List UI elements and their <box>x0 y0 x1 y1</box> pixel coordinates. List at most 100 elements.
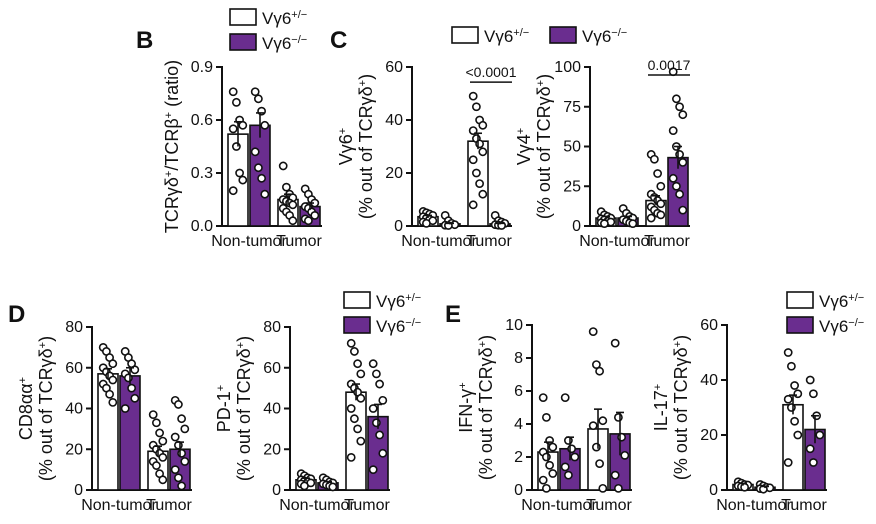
data-point <box>542 412 551 422</box>
legend-label: Vγ6+/− <box>262 9 307 28</box>
data-point <box>610 470 620 480</box>
data-point <box>250 147 260 157</box>
y-axis-label-group: (% out of TCRγδ+) <box>534 74 554 219</box>
data-point <box>628 219 638 229</box>
legend-label: Vγ6−/− <box>819 317 864 336</box>
data-point <box>180 424 190 434</box>
data-point <box>783 348 793 357</box>
y-axis-label-top: CD8αα+ <box>16 377 36 440</box>
data-point <box>678 205 688 215</box>
legend-swatch <box>343 316 371 334</box>
y-tick-label: 20 <box>385 165 403 182</box>
data-point <box>228 186 238 196</box>
data-point <box>471 102 481 112</box>
data-point <box>783 458 793 467</box>
y-tick-label: 0 <box>572 218 581 235</box>
y-axis-label-bottom: (% out of TCRγδ+) <box>36 336 56 481</box>
y-axis-label: TCRγδ+/TCRβ+ (ratio) <box>162 60 182 233</box>
data-point <box>346 404 356 413</box>
data-point <box>475 139 484 149</box>
data-point <box>678 110 688 120</box>
x-category-label: Tumor <box>276 233 322 250</box>
data-point <box>560 462 570 472</box>
x-category-label: Tumor <box>586 497 632 514</box>
y-axis-label-top: IFN-γ+ <box>456 382 476 432</box>
data-point <box>598 483 608 493</box>
data-point <box>740 482 749 492</box>
data-point <box>564 470 573 480</box>
data-point <box>542 483 551 493</box>
data-point <box>177 481 186 491</box>
y-tick-label: 10 <box>505 317 523 334</box>
y-tick-label: 0.3 <box>191 165 213 182</box>
legend-panel-c: Vγ6+/− Vγ6−/− <box>451 26 627 46</box>
data-point <box>656 210 666 220</box>
y-tick-label: 60 <box>263 360 281 377</box>
y-tick-label: 60 <box>65 360 83 377</box>
y-axis-label-bottom: (% out of TCRγδ+) <box>534 74 554 219</box>
data-point <box>151 461 161 470</box>
legend-swatch <box>549 26 577 44</box>
data-point <box>123 373 133 383</box>
data-point <box>253 94 263 104</box>
y-tick-label: 2 <box>514 449 523 466</box>
x-category-label: Non-tumor <box>81 497 157 514</box>
data-point <box>299 481 309 491</box>
data-point <box>538 475 548 485</box>
data-point <box>148 410 158 420</box>
y-axis-label-bottom: (% out of TCRγδ+) <box>234 336 254 481</box>
panel-letter-c: C <box>330 27 347 54</box>
data-point <box>346 452 356 462</box>
data-point <box>257 173 266 183</box>
data-point <box>787 403 796 412</box>
data-point <box>173 473 183 483</box>
data-point <box>177 414 186 424</box>
y-tick-label: 20 <box>263 441 281 458</box>
x-category-label: Tumor <box>344 497 390 514</box>
y-axis-label-group: IFN-γ+ <box>456 382 476 432</box>
data-point <box>120 404 130 413</box>
panel-letter-b: B <box>136 27 153 54</box>
data-point <box>478 147 488 157</box>
data-point <box>108 359 118 369</box>
bar <box>119 375 141 491</box>
data-point <box>600 219 609 229</box>
x-category-label: Non-tumor <box>521 497 597 514</box>
data-point <box>349 414 359 424</box>
data-point <box>356 393 366 403</box>
data-point <box>378 395 388 405</box>
y-tick-label: 0.0 <box>191 218 213 235</box>
data-point <box>805 375 815 385</box>
data-point <box>158 475 168 485</box>
data-point <box>228 87 238 97</box>
data-point <box>790 381 799 390</box>
legend-panel-d: Vγ6+/− Vγ6−/− <box>343 291 421 336</box>
panel-letter-d: D <box>8 301 25 328</box>
y-axis-label-top: Vγ4+ <box>514 128 534 165</box>
legend-panel-b: Vγ6+/− Vγ6−/− <box>229 8 307 53</box>
data-point <box>260 120 270 130</box>
x-category-label: Tumor <box>781 497 827 514</box>
legend-swatch <box>229 33 257 51</box>
data-point <box>468 200 478 210</box>
y-tick-label: 20 <box>65 441 83 458</box>
data-point <box>478 120 488 130</box>
legend-swatch <box>786 316 814 334</box>
data-point <box>353 359 362 369</box>
data-point <box>815 430 825 440</box>
data-point <box>614 412 623 422</box>
p-value-label: 0.0017 <box>648 57 691 73</box>
data-point <box>368 359 378 369</box>
legend-label: Vγ6+/− <box>819 292 864 311</box>
data-point <box>238 120 248 130</box>
data-point <box>180 457 190 466</box>
y-axis-label-top: Vγ6+ <box>336 128 356 165</box>
data-point <box>560 393 570 402</box>
data-point <box>250 87 260 97</box>
data-point <box>656 199 666 209</box>
data-point <box>475 179 484 188</box>
p-value-label: <0.0001 <box>466 64 517 80</box>
